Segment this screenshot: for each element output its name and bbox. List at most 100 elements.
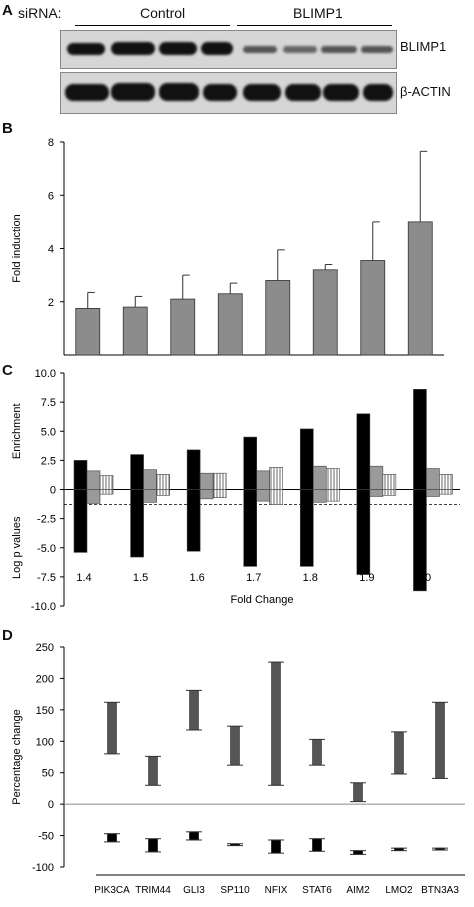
panel-d-label: D: [2, 627, 13, 644]
x-tick-label: LMO2: [385, 885, 413, 896]
bar-neg-1.5: [130, 489, 144, 558]
bar-neg-1.6: [186, 489, 201, 552]
y-label-log-p: Log p values: [11, 516, 23, 579]
bar-pos-1.7: [256, 470, 271, 490]
x-tick-label: TRIM44: [135, 885, 171, 896]
x-tick-label: 1.8: [303, 572, 318, 584]
bar-neg-1.9: [356, 489, 371, 575]
y-axis-label: Percentage change: [11, 709, 23, 804]
x-tick-label: 1.4: [76, 572, 91, 584]
bar-neg-1.4: [86, 489, 101, 504]
up-bar-BTN3A3: [435, 702, 445, 779]
up-bar-SP110: [230, 725, 240, 766]
bar-pos-1.4: [99, 475, 114, 490]
y-tick-label: 7.5: [41, 397, 56, 409]
bar-STAT6: [312, 269, 338, 356]
x-tick-label: AIM2: [361, 364, 385, 365]
y-tick-label: -2.5: [37, 514, 56, 526]
y-label-enrichment: Enrichment: [11, 403, 23, 459]
x-tick-label: 1.7: [246, 572, 261, 584]
bar-NFIX: [265, 280, 291, 356]
y-tick-label: -10.0: [31, 601, 56, 613]
x-tick-label: NFIX: [266, 364, 289, 365]
y-tick-label: 250: [36, 642, 54, 654]
x-tick-label: LMO2: [407, 364, 435, 365]
bar-neg-1.9: [369, 489, 384, 497]
bar-PIK3CA: [75, 308, 101, 356]
y-tick-label: 6: [48, 190, 54, 202]
x-tick-label: 1.5: [133, 572, 148, 584]
chart-b: 2 4 6 8 Fold induction PIK3CA TRIM44 GLI3 SP110 N…: [11, 137, 444, 365]
bar-neg-1.4: [99, 489, 114, 495]
up-bar-TRIM44: [148, 756, 158, 786]
bar-pos-1.9: [369, 465, 384, 490]
bar-neg-1.8: [299, 489, 314, 567]
x-tick-label: NFIX: [265, 885, 288, 896]
bar-pos-1.6: [199, 472, 214, 490]
x-tick-label: 1.9: [359, 572, 374, 584]
up-bar-AIM2: [353, 782, 363, 802]
x-tick-label: 2.0: [416, 572, 431, 584]
x-tick-label: STAT6: [310, 364, 340, 365]
x-tick-label: PIK3CA: [94, 885, 130, 896]
bar-neg-1.7: [243, 489, 258, 567]
bar-LMO2: [407, 221, 433, 356]
x-tick-label: STAT6: [302, 885, 332, 896]
x-tick-label: 1.6: [189, 572, 204, 584]
bar-neg-2.0: [413, 489, 427, 592]
x-tick-label: SP110: [220, 885, 250, 896]
bar-pos-1.8: [312, 465, 327, 490]
x-tick-label: AIM2: [346, 885, 370, 896]
y-tick-label: 100: [36, 736, 54, 748]
bar-pos-1.5: [143, 469, 157, 490]
bar-neg-1.8: [325, 489, 340, 502]
x-axis-label: Fold Change: [231, 594, 294, 606]
x-tick-label: TRIM44: [117, 364, 153, 365]
down-bar-AIM2: [353, 850, 363, 855]
bar-pos-1.7: [243, 436, 258, 490]
bar-pos-1.8: [299, 428, 314, 490]
bar-SP110: [217, 293, 243, 356]
y-tick-label: 4: [48, 244, 54, 256]
bar-pos-1.4: [73, 460, 88, 490]
actin-row-label: β-ACTIN: [400, 84, 451, 99]
bar-neg-2.0: [439, 489, 453, 495]
panel-a-label: A: [2, 2, 13, 19]
bar-pos-1.5: [156, 474, 170, 490]
bar-pos-1.6: [186, 449, 201, 490]
y-tick-label: 0: [50, 485, 56, 497]
y-tick-label: 2: [48, 297, 54, 309]
bar-neg-1.7: [269, 489, 284, 505]
up-bar-LMO2: [394, 731, 404, 775]
bar-pos-2.0: [413, 389, 427, 490]
y-tick-label: 200: [36, 673, 54, 685]
y-tick-label: -7.5: [37, 572, 56, 584]
bar-pos-1.6: [212, 472, 227, 490]
x-tick-label: GLI3: [183, 885, 205, 896]
x-tick-label: SP110: [216, 364, 246, 365]
control-group-label: Control: [140, 5, 186, 21]
bar-neg-1.9: [382, 489, 397, 496]
down-bar-STAT6: [312, 838, 322, 852]
blimp1-blot: [60, 30, 397, 69]
x-tick-label: BTN3A3: [421, 885, 459, 896]
panel-b-label: B: [2, 120, 13, 137]
y-tick-label: 150: [36, 705, 54, 717]
bar-pos-2.0: [426, 468, 440, 490]
y-tick-label: 5.0: [41, 426, 56, 438]
bar-neg-1.5: [143, 489, 157, 503]
bar-neg-1.6: [212, 489, 227, 498]
blimp1-group-line: [237, 25, 392, 26]
y-tick-label: -50: [38, 831, 54, 843]
y-tick-label: 0: [48, 799, 54, 811]
y-tick-label: 8: [48, 137, 54, 149]
bar-TRIM44: [122, 306, 148, 356]
sirna-label: siRNA:: [18, 5, 62, 21]
bar-pos-1.8: [325, 468, 340, 490]
bar-pos-1.5: [130, 454, 144, 490]
y-tick-label: -100: [32, 862, 54, 874]
up-bar-STAT6: [312, 739, 322, 766]
bar-pos-2.0: [439, 474, 453, 490]
y-axis-label: Fold induction: [11, 214, 23, 283]
down-bar-TRIM44: [148, 838, 158, 853]
